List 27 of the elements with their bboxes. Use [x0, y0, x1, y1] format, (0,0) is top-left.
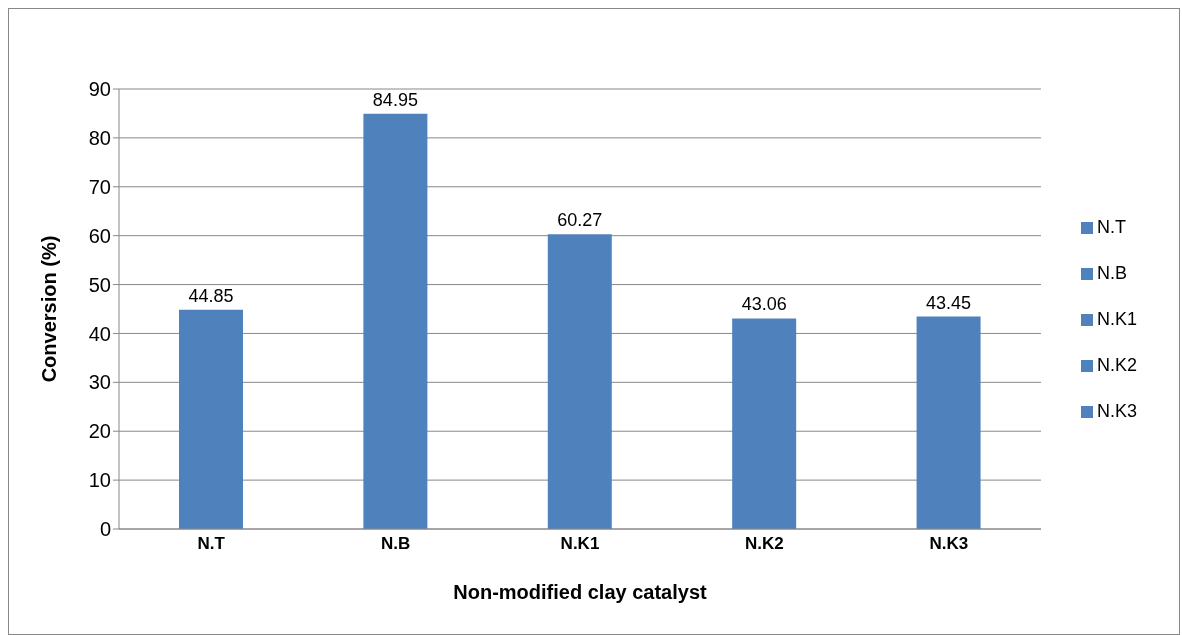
legend-label: N.K3 — [1096, 401, 1137, 421]
y-tick-label: 40 — [88, 322, 111, 345]
y-axis-title: Conversion (%) — [38, 235, 61, 383]
x-tick-label: N.T — [197, 534, 226, 554]
y-tick-label: 50 — [88, 273, 111, 296]
legend-label: N.T — [1096, 217, 1126, 237]
y-tick-label: 60 — [88, 224, 111, 247]
x-tick-label: N.B — [380, 534, 411, 554]
x-tick-label: N.K1 — [560, 534, 600, 554]
y-tick-label: 90 — [88, 78, 111, 101]
y-tick-label: 10 — [88, 469, 111, 492]
data-label: 84.95 — [372, 89, 418, 110]
y-tick-label: 80 — [88, 126, 111, 149]
data-label: 43.45 — [926, 292, 972, 313]
x-axis-title: Non-modified clay catalyst — [453, 581, 708, 603]
data-label: 44.85 — [188, 285, 234, 306]
data-label: 60.27 — [557, 210, 603, 231]
data-label: 43.06 — [741, 294, 787, 315]
y-tick-label: 20 — [88, 420, 111, 443]
legend-label: N.B — [1096, 263, 1127, 283]
legend-label: N.K2 — [1096, 355, 1137, 375]
x-tick-label: N.K2 — [745, 534, 784, 554]
y-tick-label: 70 — [88, 175, 111, 198]
x-tick-label: N.K3 — [929, 534, 969, 554]
y-tick-label: 0 — [99, 518, 111, 541]
y-tick-label: 30 — [88, 371, 111, 394]
legend-label: N.K1 — [1096, 309, 1137, 329]
